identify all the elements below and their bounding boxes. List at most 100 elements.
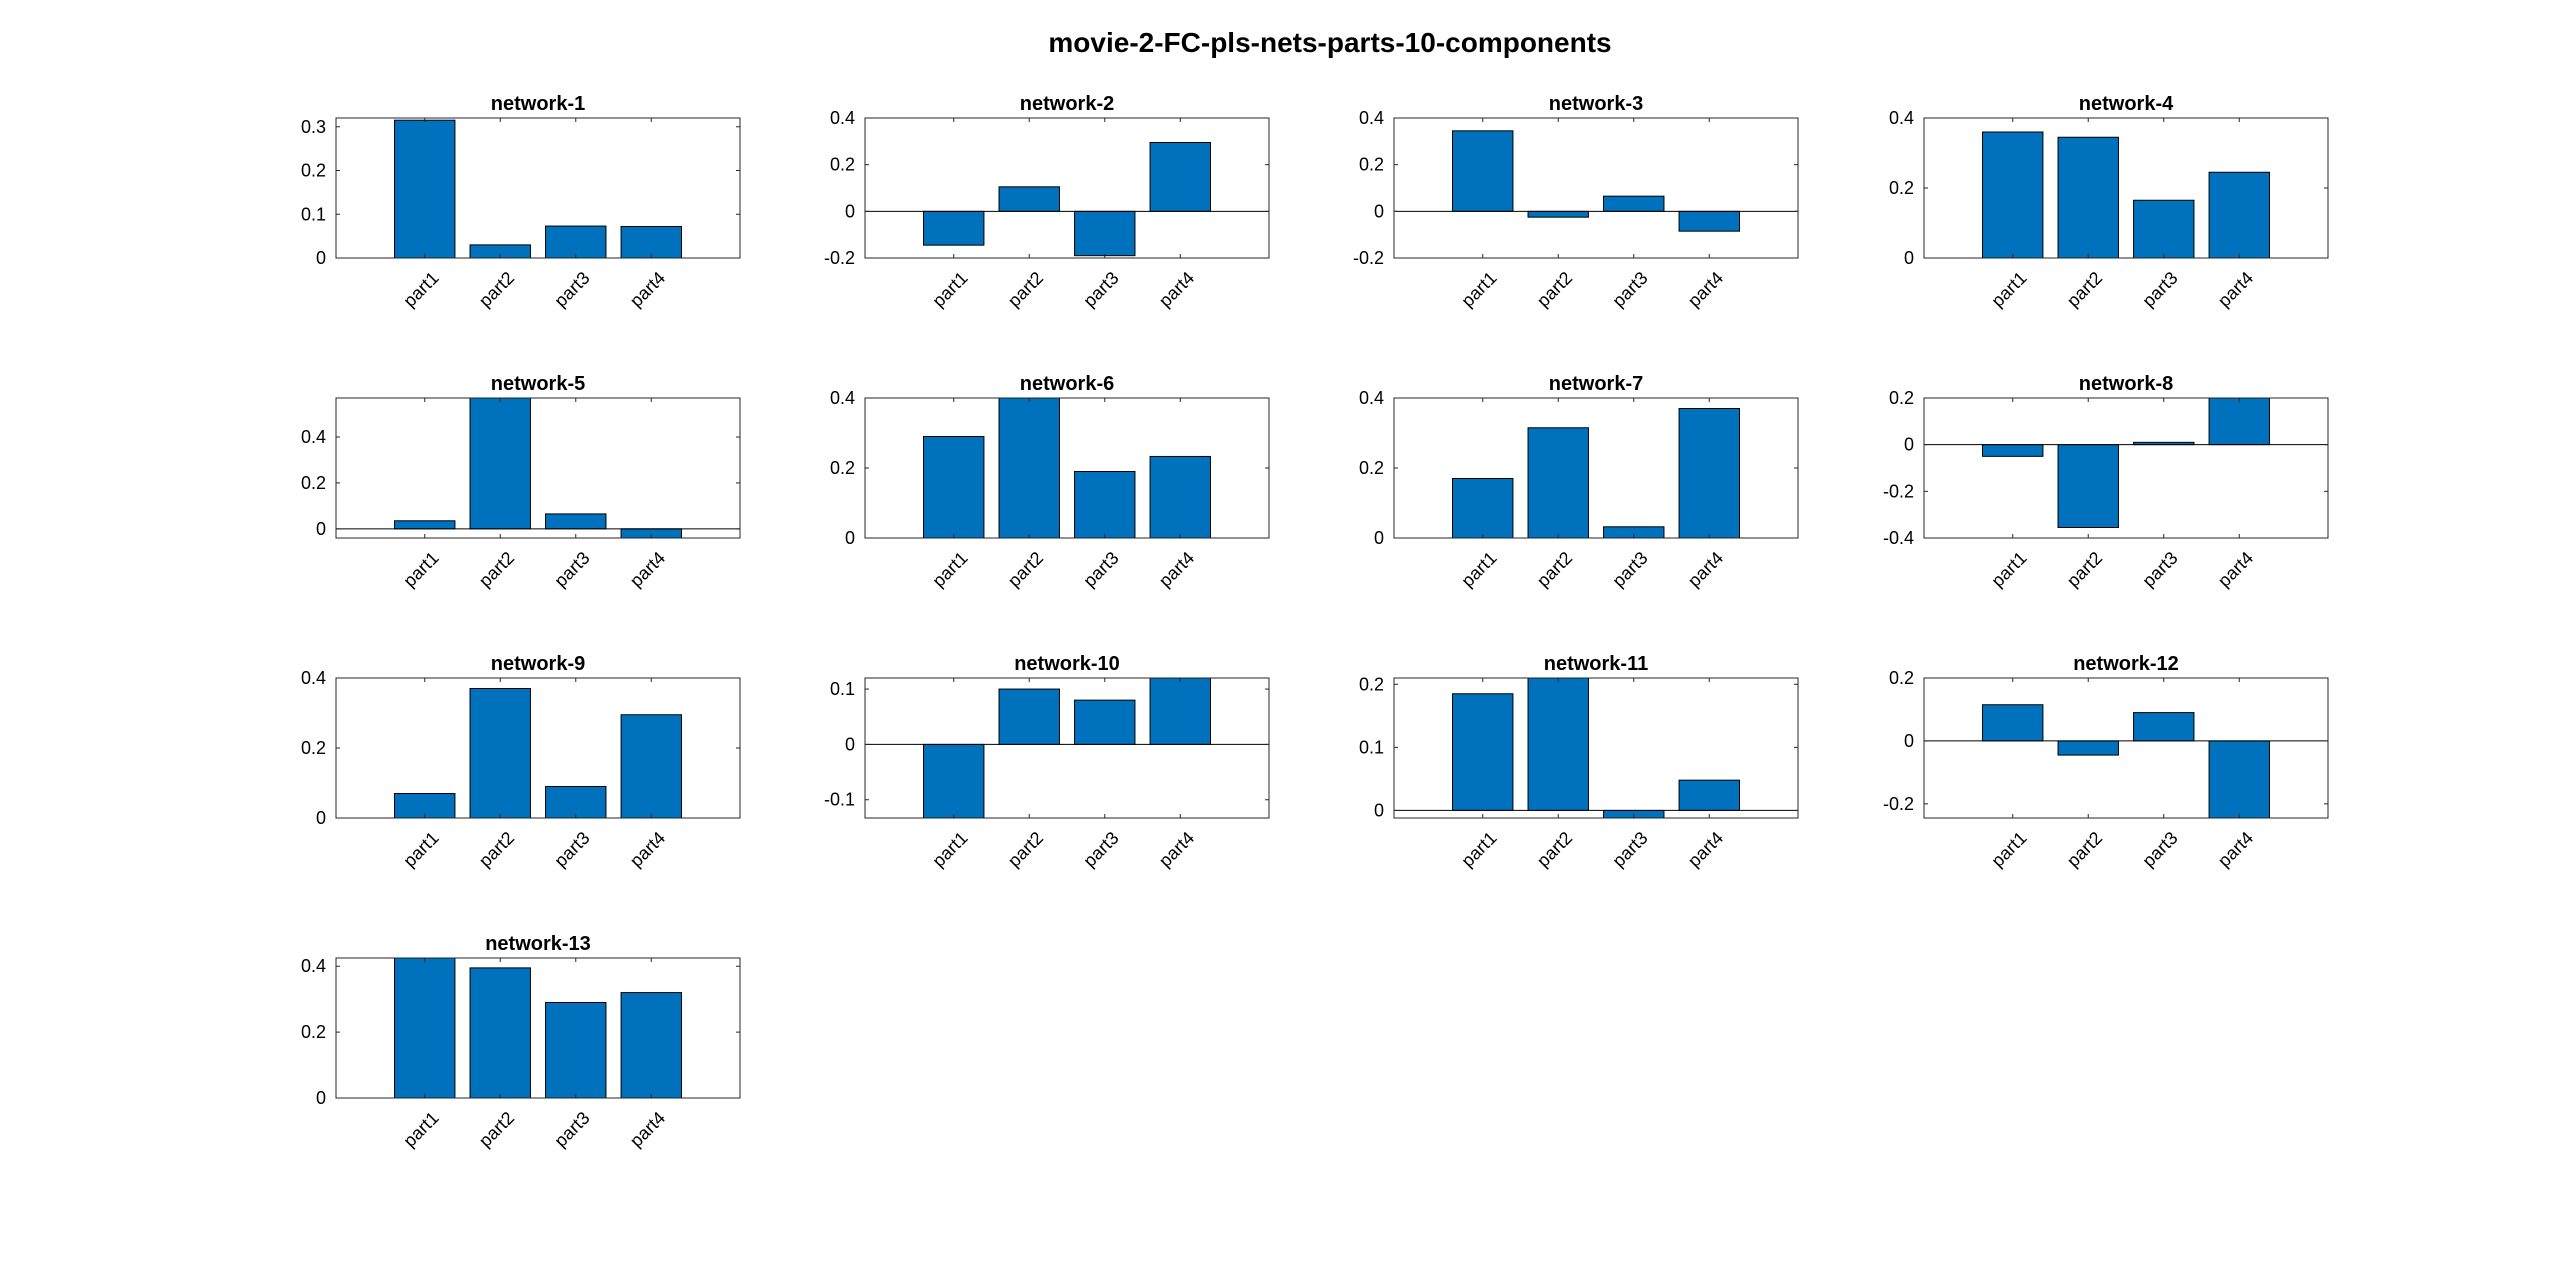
bar-part1 <box>1982 131 2044 259</box>
x-tick-label: part3 <box>2138 548 2181 591</box>
x-tick-label: part1 <box>1457 828 1500 871</box>
y-tick-label: 0 <box>1904 731 1914 751</box>
subplot-title: network-12 <box>2073 653 2179 675</box>
x-tick-label: part4 <box>626 268 669 311</box>
x-tick-label: part1 <box>1987 548 2030 591</box>
figure-title: movie-2-FC-pls-nets-parts-10-components <box>1048 27 1611 58</box>
bar-part4 <box>620 714 682 819</box>
x-tick-label: part4 <box>1155 548 1198 591</box>
x-tick-label: part1 <box>928 828 971 871</box>
x-tick-label: part1 <box>1987 828 2030 871</box>
axes-box <box>1923 677 2329 819</box>
x-tick-label: part4 <box>626 828 669 871</box>
panel-network-10: network-10 -0.1 0 0.1 part1 part2 part3 part4 <box>824 653 1270 871</box>
bar-part2 <box>998 397 1060 539</box>
x-tick-label: part2 <box>1533 268 1576 311</box>
bar-part4 <box>620 226 682 259</box>
bar-part3 <box>1603 195 1665 212</box>
panel-network-7: network-7 0 0.2 0.4 part1 part2 part3 part4 <box>1359 373 1799 591</box>
y-tick-label: 0 <box>316 1088 326 1108</box>
bar-part2 <box>2057 444 2119 528</box>
x-tick-label: part4 <box>626 548 669 591</box>
panel-network-6: network-6 0 0.2 0.4 part1 part2 part3 part4 <box>830 373 1270 591</box>
x-tick-label: part3 <box>2138 268 2181 311</box>
subplot-title: network-6 <box>1020 373 1114 395</box>
bar-part3 <box>545 225 607 259</box>
bar-part1 <box>1452 693 1514 811</box>
axes-box <box>335 957 741 1099</box>
bar-part3 <box>545 513 607 530</box>
axes-box <box>1393 677 1799 819</box>
y-tick-label: 0.4 <box>301 668 326 688</box>
subplot-title: network-9 <box>491 653 585 675</box>
x-tick-label: part2 <box>2063 548 2106 591</box>
panel-network-13: network-13 0 0.2 0.4 part1 part2 part3 part4 <box>301 933 741 1151</box>
y-tick-label: 0.4 <box>301 427 326 447</box>
x-tick-label: part3 <box>550 1108 593 1151</box>
axes-box <box>1923 397 2329 539</box>
bar-part4 <box>1149 677 1211 745</box>
y-tick-label: 0.4 <box>1889 108 1914 128</box>
y-tick-label: 0 <box>316 519 326 539</box>
x-tick-label: part2 <box>475 268 518 311</box>
x-tick-label: part3 <box>1079 548 1122 591</box>
subplot-title: network-8 <box>2079 373 2173 395</box>
bar-part2 <box>1527 210 1589 218</box>
bar-part1 <box>923 210 985 246</box>
bar-part2 <box>998 186 1060 212</box>
y-tick-label: 0.2 <box>1889 178 1914 198</box>
y-tick-label: 0.4 <box>1359 108 1384 128</box>
bar-part3 <box>1074 471 1136 539</box>
y-tick-label: 0.2 <box>1359 674 1384 694</box>
y-tick-label: 0.2 <box>830 458 855 478</box>
panel-network-3: network-3 -0.2 0 0.2 0.4 part1 part2 part3 part4 <box>1353 93 1799 311</box>
y-tick-label: 0.1 <box>1359 737 1384 757</box>
axes-box <box>335 397 741 539</box>
x-tick-label: part1 <box>399 548 442 591</box>
panel-network-2: network-2 -0.2 0 0.2 0.4 part1 part2 part3 part4 <box>824 93 1270 311</box>
subplot-title: network-13 <box>485 933 591 955</box>
x-tick-label: part1 <box>1987 268 2030 311</box>
x-tick-label: part4 <box>626 1108 669 1151</box>
bar-part4 <box>2208 171 2270 259</box>
y-tick-label: 0 <box>845 201 855 221</box>
y-tick-label: 0 <box>1904 248 1914 268</box>
bar-part4 <box>1149 455 1211 539</box>
subplot-title: network-10 <box>1014 653 1120 675</box>
axes-box <box>335 117 741 259</box>
bar-part4 <box>1678 779 1740 811</box>
y-tick-label: -0.4 <box>1883 528 1914 548</box>
x-tick-label: part4 <box>2214 268 2257 311</box>
bar-part1 <box>1982 444 2044 457</box>
x-tick-label: part3 <box>550 268 593 311</box>
bar-part2 <box>2057 136 2119 259</box>
x-tick-label: part4 <box>1155 268 1198 311</box>
y-tick-label: 0.4 <box>830 388 855 408</box>
y-tick-label: 0 <box>1904 435 1914 455</box>
y-tick-label: 0.2 <box>1889 388 1914 408</box>
x-tick-label: part3 <box>1608 828 1651 871</box>
y-tick-label: 0 <box>316 248 326 268</box>
subplot-title: network-1 <box>491 93 585 115</box>
x-tick-label: part2 <box>1533 548 1576 591</box>
axes-box <box>864 117 1270 259</box>
bar-part3 <box>1074 699 1136 745</box>
y-tick-label: 0.4 <box>301 956 326 976</box>
bar-part1 <box>1452 478 1514 539</box>
y-tick-label: 0.3 <box>301 117 326 137</box>
y-tick-label: 0.2 <box>1359 458 1384 478</box>
bar-part1 <box>1982 704 2044 742</box>
x-tick-label: part2 <box>2063 828 2106 871</box>
bar-part4 <box>2208 740 2270 819</box>
y-tick-label: 0.2 <box>830 155 855 175</box>
axes-box <box>1393 117 1799 259</box>
x-tick-label: part4 <box>2214 548 2257 591</box>
y-tick-label: 0.2 <box>301 161 326 181</box>
y-tick-label: 0.1 <box>830 679 855 699</box>
subplot-title: network-11 <box>1544 653 1648 675</box>
x-tick-label: part4 <box>1684 268 1727 311</box>
bar-part4 <box>1149 142 1211 212</box>
x-tick-label: part4 <box>2214 828 2257 871</box>
